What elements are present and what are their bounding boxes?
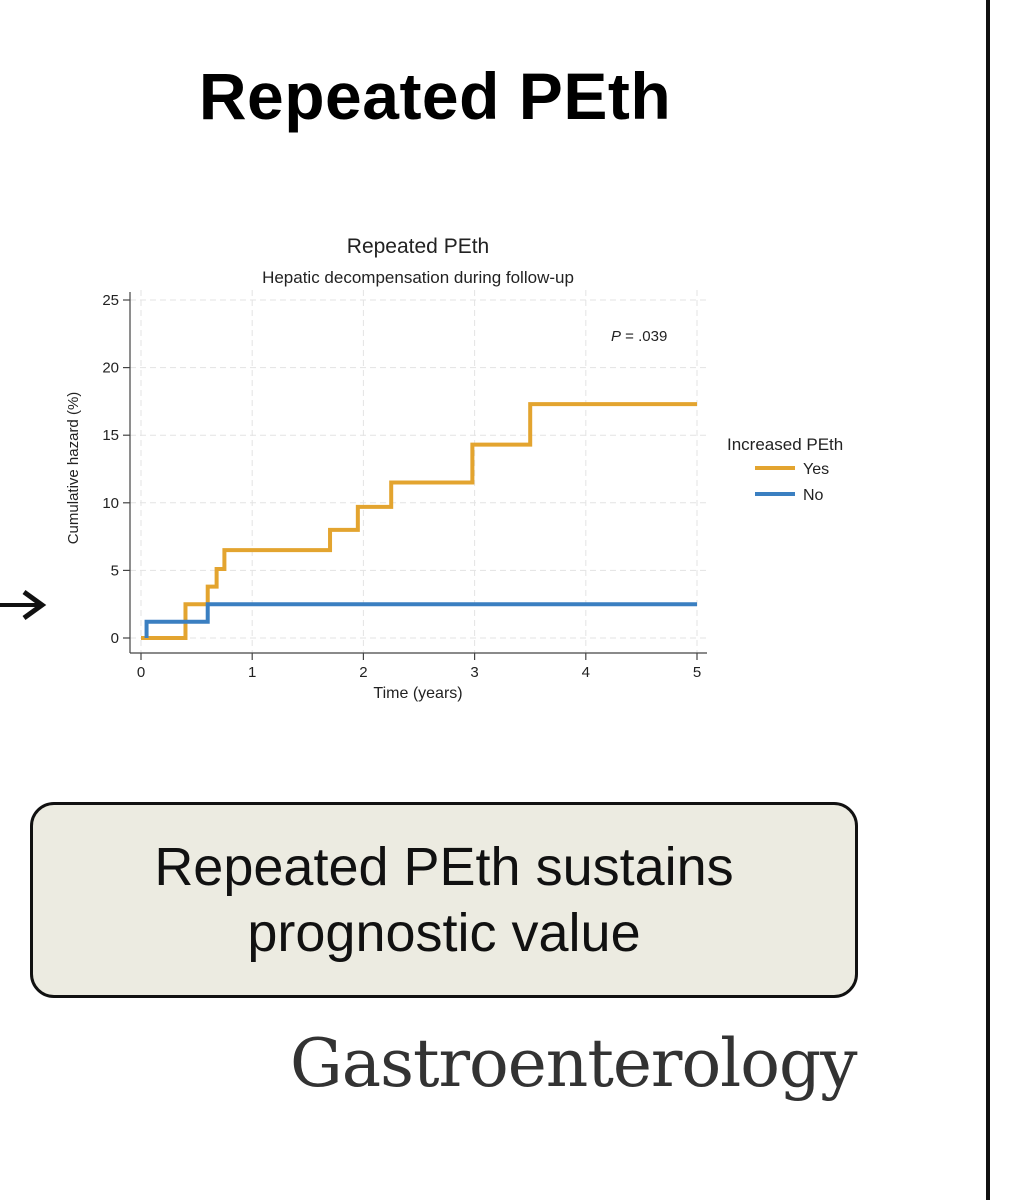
y-tick-label: 5 <box>111 562 119 579</box>
x-tick-label: 2 <box>359 664 367 681</box>
p-value-label: P <box>611 328 621 345</box>
y-tick-label: 10 <box>102 495 119 512</box>
series-line-yes <box>141 402 697 640</box>
y-tick-label: 20 <box>102 360 119 377</box>
series-line-no <box>144 602 697 638</box>
x-tick-label: 0 <box>137 664 145 681</box>
slide-right-border <box>986 0 990 1200</box>
right-arrow-icon <box>0 589 47 621</box>
p-value-annotation: P = .039 <box>611 328 667 345</box>
x-tick-label: 5 <box>693 664 701 681</box>
legend-label-no: No <box>803 487 824 504</box>
p-value-text: = .039 <box>621 328 667 345</box>
y-tick-label: 15 <box>102 427 119 444</box>
journal-name: Gastroenterology <box>290 1025 858 1102</box>
y-tick-label: 25 <box>102 292 119 309</box>
x-tick-label: 3 <box>470 664 478 681</box>
y-axis-label: Cumulative hazard (%) <box>65 392 82 545</box>
summary-text: Repeated PEth sustains prognostic value <box>154 837 734 963</box>
summary-box: Repeated PEth sustains prognostic value <box>30 802 858 998</box>
legend: Increased PEth Yes No <box>727 435 843 504</box>
legend-title: Increased PEth <box>727 435 843 454</box>
legend-label-yes: Yes <box>803 461 829 478</box>
axes: 0 5 10 15 20 25 0 1 2 3 4 5 <box>102 292 707 681</box>
grid-lines <box>130 290 707 653</box>
cumulative-hazard-chart: Repeated PEth Hepatic decompensation dur… <box>65 235 843 702</box>
slide-title: Repeated PEth <box>198 59 672 133</box>
chart-title: Repeated PEth <box>347 235 489 258</box>
y-tick-label: 0 <box>111 630 119 647</box>
x-tick-label: 1 <box>248 664 256 681</box>
series-lines <box>141 402 697 640</box>
chart-subtitle: Hepatic decompensation during follow-up <box>262 268 574 287</box>
x-axis-label: Time (years) <box>373 685 462 702</box>
x-tick-label: 4 <box>582 664 590 681</box>
